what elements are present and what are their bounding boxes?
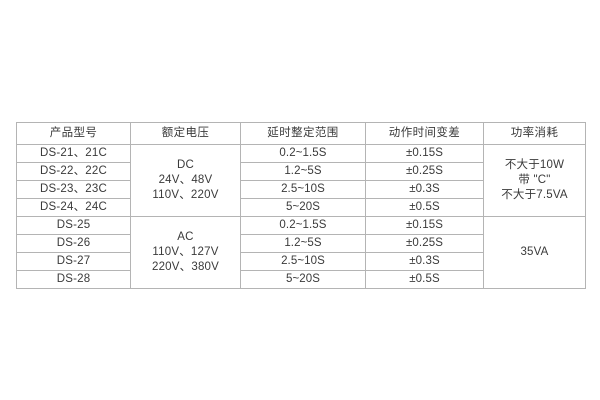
cell-model: DS-21、21C (16, 144, 131, 163)
cell-model: DS-24、24C (16, 198, 131, 217)
table-row: DS-26 1.2~5S ±0.25S (16, 234, 586, 253)
table-row: DS-28 5~20S ±0.5S (16, 270, 586, 289)
voltage-line: 110V、220V (152, 188, 219, 201)
table-row: DS-25 AC 110V、127V 220V、380V 0.2~1.5S ±0… (16, 216, 586, 289)
cell-model: DS-28 (16, 270, 131, 289)
cell-model: DS-27 (16, 252, 131, 271)
table-row: DS-21、21C DC 24V、48V 110V、220V 0.2~1.5S … (16, 144, 586, 217)
voltage-line: 220V、380V (151, 260, 219, 273)
column-header-range: 延时整定范围 (240, 122, 366, 145)
cell-variance: ±0.3S (365, 252, 484, 271)
cell-range: 0.2~1.5S (240, 144, 366, 163)
table-header: 产品型号 额定电压 延时整定范围 动作时间变差 功率消耗 (16, 122, 586, 145)
cell-range: 0.2~1.5S (240, 216, 366, 235)
cell-model: DS-26 (16, 234, 131, 253)
voltage-line: AC (177, 231, 194, 244)
cell-variance: ±0.15S (365, 144, 484, 163)
cell-variance: ±0.15S (365, 216, 484, 235)
cell-range: 2.5~10S (240, 252, 366, 271)
column-header-voltage: 额定电压 (130, 122, 241, 145)
cell-variance: ±0.25S (365, 234, 484, 253)
column-header-variance: 动作时间变差 (365, 122, 484, 145)
cell-power-dc: 不大于10W 带 "C" 不大于7.5VA (483, 144, 586, 217)
cell-variance: ±0.25S (365, 162, 484, 181)
cell-range: 5~20S (240, 270, 366, 289)
cell-variance: ±0.5S (365, 198, 484, 217)
cell-model: DS-25 (16, 216, 131, 235)
column-header-model: 产品型号 (16, 122, 131, 145)
table-header-row: 产品型号 额定电压 延时整定范围 动作时间变差 功率消耗 (16, 122, 586, 145)
cell-range: 5~20S (240, 198, 366, 217)
cell-range: 1.2~5S (240, 234, 366, 253)
cell-variance: ±0.5S (365, 270, 484, 289)
table-row: DS-22、22C 1.2~5S ±0.25S (16, 162, 586, 181)
table-row: DS-27 2.5~10S ±0.3S (16, 252, 586, 271)
table-row: DS-23、23C 2.5~10S ±0.3S (16, 180, 586, 199)
voltage-line: DC (176, 159, 194, 172)
relay-specification-table: 产品型号 额定电压 延时整定范围 动作时间变差 功率消耗 DS-21、21C D… (16, 122, 586, 289)
column-header-power: 功率消耗 (483, 122, 586, 145)
power-line: 不大于7.5VA (501, 188, 568, 201)
spec-table-container: 产品型号 额定电压 延时整定范围 动作时间变差 功率消耗 DS-21、21C D… (16, 122, 586, 289)
power-line: 带 "C" (518, 174, 551, 187)
voltage-line: 110V、127V (152, 246, 219, 259)
cell-range: 2.5~10S (240, 180, 366, 199)
voltage-line: 24V、48V (158, 174, 213, 187)
table-body: DS-21、21C DC 24V、48V 110V、220V 0.2~1.5S … (16, 144, 586, 289)
power-line: 不大于10W (504, 159, 565, 172)
cell-voltage-ac: AC 110V、127V 220V、380V (130, 216, 241, 289)
cell-power-ac: 35VA (483, 216, 586, 289)
cell-voltage-dc: DC 24V、48V 110V、220V (130, 144, 241, 217)
cell-model: DS-23、23C (16, 180, 131, 199)
cell-variance: ±0.3S (365, 180, 484, 199)
power-line: 35VA (520, 246, 549, 259)
cell-range: 1.2~5S (240, 162, 366, 181)
cell-model: DS-22、22C (16, 162, 131, 181)
